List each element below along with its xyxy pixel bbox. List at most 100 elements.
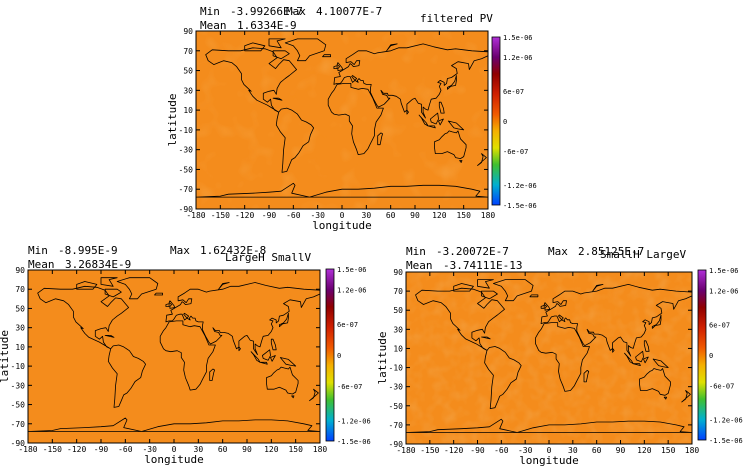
chart-panel-2: Min -8.995E-9 Max 1.62432E-8 Mean 3.26834E-9 L…: [0, 244, 371, 466]
y-tick-label: 10: [393, 344, 403, 353]
colorbar-tick-label: 0: [709, 352, 713, 360]
x-tick-label: -150: [43, 445, 62, 454]
coastline: [259, 361, 268, 365]
y-tick-label: -30: [11, 381, 26, 390]
mean-label: Mean: [28, 258, 55, 271]
coastline: [477, 279, 494, 289]
y-tick-label: -90: [11, 439, 26, 448]
coastline: [540, 284, 693, 357]
colorbar: [325, 268, 335, 442]
x-tick-label: 0: [340, 211, 345, 220]
x-tick-label: 60: [592, 446, 602, 455]
y-tick-label: 50: [393, 306, 403, 315]
coastline: [643, 340, 650, 352]
coastline: [434, 130, 467, 159]
y-axis-label: latitude: [376, 332, 389, 385]
colorbar: [697, 269, 707, 441]
coastline: [612, 348, 615, 353]
coastline: [681, 390, 691, 403]
colorbar-tick-label: -6e-07: [709, 383, 734, 391]
y-tick-label: 90: [183, 27, 193, 36]
coastline: [438, 101, 445, 114]
y-tick-label: -30: [179, 146, 194, 155]
y-tick-label: 10: [183, 106, 193, 115]
y-tick-label: 30: [15, 324, 25, 333]
coastline: [262, 349, 271, 361]
x-tick-label: 30: [194, 445, 204, 454]
x-tick-label: 120: [637, 446, 652, 455]
coastline: [195, 182, 489, 198]
mean-label: Mean: [406, 259, 433, 272]
max-value: 2.85125E-7: [578, 245, 644, 258]
coastline: [652, 358, 669, 368]
min-label: Min: [28, 244, 48, 257]
x-tick-label: 180: [685, 446, 700, 455]
y-tick-label: -10: [11, 362, 26, 371]
coastline: [386, 43, 398, 52]
coastline: [438, 118, 444, 126]
x-tick-label: 180: [313, 445, 328, 454]
y-tick-label: -70: [11, 420, 26, 429]
mean-label: Mean: [200, 19, 227, 32]
max-label: Max: [548, 245, 568, 258]
y-tick-label: 10: [15, 343, 25, 352]
coastline: [415, 287, 505, 351]
y-axis-label: latitude: [0, 330, 11, 383]
coastline: [291, 395, 295, 399]
chart-panel-3: Min -3.20072E-7 Max 2.85125E-7 Mean -3.74111E…: [376, 245, 743, 467]
coastlines: [27, 277, 321, 432]
coastline: [322, 54, 331, 58]
colorbar-tick-label: 6e-07: [709, 321, 730, 329]
panel-title: LargeH SmallV: [225, 251, 311, 264]
y-tick-label: 30: [393, 325, 403, 334]
coastline: [624, 352, 634, 365]
y-tick-label: -70: [389, 421, 404, 430]
colorbar-tick-label: 6e-07: [337, 321, 358, 329]
y-tick-label: -70: [179, 185, 194, 194]
x-tick-label: -180: [396, 446, 415, 455]
y-tick-label: 70: [183, 47, 193, 56]
data-field: [28, 270, 320, 443]
x-tick-label: -150: [211, 211, 230, 220]
coastline: [209, 368, 215, 381]
coastline: [535, 322, 590, 392]
x-tick-label: 30: [568, 446, 578, 455]
coastline: [447, 120, 465, 131]
x-tick-label: 180: [481, 211, 496, 220]
coastline: [266, 366, 299, 395]
x-tick-label: -30: [310, 211, 325, 220]
x-tick-label: 150: [456, 211, 471, 220]
coastline: [168, 300, 176, 309]
coastline: [427, 125, 436, 129]
y-tick-label: -30: [389, 383, 404, 392]
max-value: 1.62432E-8: [200, 244, 266, 257]
colorbar-tick-label: -6e-07: [337, 383, 362, 391]
x-tick-label: -120: [235, 211, 254, 220]
max-label: Max: [286, 5, 306, 18]
colorbar-tick-label: 1.5e-06: [337, 266, 367, 274]
coastline: [270, 355, 276, 362]
y-tick-label: 50: [15, 304, 25, 313]
min-label: Min: [406, 245, 426, 258]
x-tick-label: 90: [616, 446, 626, 455]
y-tick-label: -50: [11, 401, 26, 410]
x-tick-label: -120: [67, 445, 86, 454]
coastline: [279, 312, 289, 328]
x-tick-label: 150: [288, 445, 303, 454]
colorbar-tick-label: 1.2e-06: [503, 54, 533, 62]
x-tick-label: -30: [142, 445, 157, 454]
max-value: 4.10077E-7: [316, 5, 382, 18]
coastline: [250, 351, 261, 363]
y-tick-label: 90: [393, 268, 403, 277]
x-tick-label: 60: [386, 211, 396, 220]
y-tick-label: -50: [389, 402, 404, 411]
mean-value: -3.74111E-13: [443, 259, 522, 272]
x-tick-label: 0: [172, 445, 177, 454]
coastline: [493, 279, 534, 302]
mean-value: 1.6334E-9: [237, 19, 297, 32]
x-tick-label: -60: [118, 445, 133, 454]
coastline: [327, 83, 384, 155]
min-value: -8.995E-9: [58, 244, 118, 257]
y-tick-label: 50: [183, 67, 193, 76]
